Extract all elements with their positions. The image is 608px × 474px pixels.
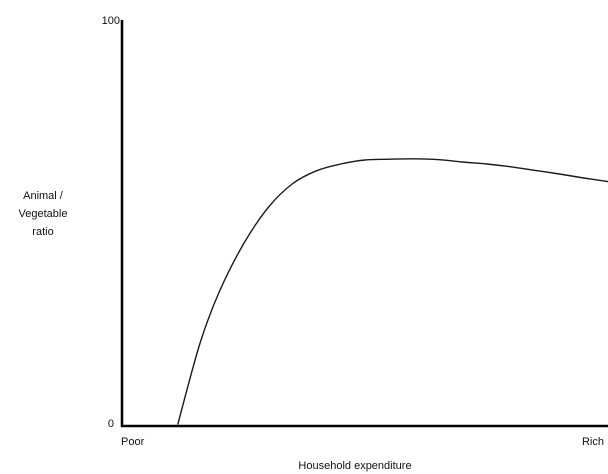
x-axis-label: Household expenditure — [298, 460, 411, 472]
axes — [120, 20, 608, 428]
y-axis-label-line-3: ratio — [32, 226, 53, 238]
y-tick-max-label: 100 — [102, 15, 120, 27]
x-category-label-poor: Poor — [121, 436, 145, 448]
y-axis-label-line-1: Animal / — [23, 190, 64, 202]
y-tick-min-label: 0 — [108, 418, 114, 430]
y-axis-label-line-2: Vegetable — [19, 208, 68, 220]
y-axis-label: Animal / Vegetable ratio — [19, 190, 68, 238]
x-category-label-rich: Rich — [582, 436, 604, 448]
series-line-0 — [177, 158, 608, 425]
series-layer — [177, 158, 608, 425]
